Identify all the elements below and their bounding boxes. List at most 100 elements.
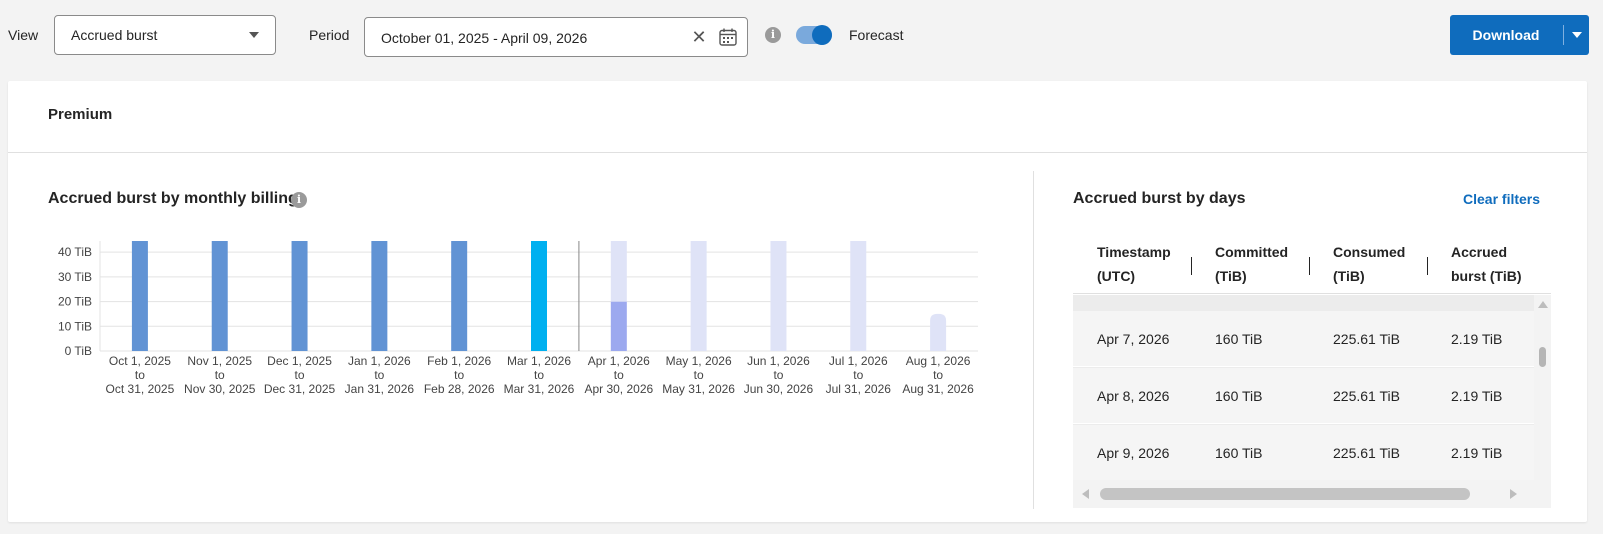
calendar-icon[interactable] — [718, 27, 738, 47]
x-tick-label: Dec 1, 2025 — [267, 354, 332, 368]
scroll-up-icon[interactable] — [1538, 301, 1548, 308]
accrued-burst-table: Timestamp (UTC) Committed (TiB) Consumed (T… — [1073, 231, 1551, 508]
bar-invoiced — [371, 241, 388, 351]
bar-forecast — [770, 241, 787, 351]
x-tick-label: Feb 28, 2026 — [424, 382, 495, 396]
x-tick-label: to — [853, 368, 863, 382]
download-button-label: Download — [1472, 27, 1540, 43]
cell-accrued-burst: 2.19 TiB — [1451, 388, 1503, 404]
cell-committed: 160 TiB — [1215, 388, 1263, 404]
x-tick-label: May 31, 2026 — [662, 382, 735, 396]
x-tick-label: to — [374, 368, 384, 382]
x-tick-label: to — [215, 368, 225, 382]
horizontal-scrollbar[interactable] — [1073, 480, 1551, 508]
chevron-down-icon — [249, 32, 259, 38]
x-tick-label: Mar 1, 2026 — [507, 354, 571, 368]
download-button[interactable]: Download — [1450, 15, 1589, 55]
x-tick-label: to — [454, 368, 464, 382]
bar-forecast — [690, 241, 707, 351]
x-tick-label: Jun 30, 2026 — [744, 382, 814, 396]
x-tick-label: Apr 1, 2026 — [588, 354, 650, 368]
x-tick-label: Dec 31, 2025 — [264, 382, 336, 396]
vertical-scrollbar[interactable] — [1534, 295, 1551, 480]
y-tick-label: 0 TiB — [65, 344, 92, 358]
period-label: Period — [309, 27, 350, 43]
bar-forecast — [930, 313, 947, 351]
forecast-label: Forecast — [849, 27, 904, 43]
toolbar: View Accrued burst Period October 01, 20… — [0, 0, 1603, 70]
info-icon[interactable]: i — [291, 192, 307, 208]
bar-invoiced — [211, 241, 228, 351]
view-dropdown-value: Accrued burst — [71, 27, 158, 43]
cell-timestamp: Apr 8, 2026 — [1097, 388, 1170, 404]
bar-invoiced — [291, 241, 308, 351]
download-split-divider — [1563, 25, 1564, 45]
bar-forecast — [850, 241, 867, 351]
bar-invoiced — [131, 241, 148, 351]
x-tick-label: Aug 1, 2026 — [906, 354, 971, 368]
table-title: Accrued burst by days — [1073, 190, 1246, 207]
scroll-left-icon[interactable] — [1082, 489, 1089, 499]
view-dropdown[interactable]: Accrued burst — [54, 15, 276, 55]
x-tick-label: to — [773, 368, 783, 382]
table-header: Timestamp (UTC) Committed (TiB) Consumed (T… — [1073, 231, 1551, 294]
table-row[interactable]: Apr 7, 2026 160 TiB 225.61 TiB 2.19 TiB — [1073, 311, 1534, 367]
bar-forecast — [610, 241, 627, 302]
toggle-knob — [812, 25, 832, 45]
premium-card: Premium Accrued burst by monthly billing… — [8, 81, 1587, 522]
chevron-down-icon[interactable] — [1572, 32, 1582, 38]
column-header-accrued-burst[interactable]: Accrued burst (TiB) — [1451, 244, 1522, 284]
x-tick-label: to — [135, 368, 145, 382]
period-date-range-input[interactable]: October 01, 2025 - April 09, 2026 ✕ — [364, 17, 748, 57]
clear-icon[interactable]: ✕ — [691, 27, 707, 47]
x-tick-label: Aug 31, 2026 — [902, 382, 974, 396]
period-value: October 01, 2025 - April 09, 2026 — [381, 30, 588, 46]
column-resize-handle[interactable] — [1309, 257, 1310, 275]
x-tick-label: May 1, 2026 — [666, 354, 732, 368]
x-tick-label: Nov 30, 2025 — [184, 382, 256, 396]
x-tick-label: Oct 31, 2025 — [106, 382, 175, 396]
column-resize-handle[interactable] — [1191, 257, 1192, 275]
y-tick-label: 10 TiB — [58, 319, 92, 333]
forecast-toggle[interactable] — [796, 25, 832, 45]
cell-consumed: 225.61 TiB — [1333, 388, 1400, 404]
bar-provisional — [610, 301, 627, 351]
x-tick-label: Apr 30, 2026 — [584, 382, 653, 396]
cell-timestamp: Apr 9, 2026 — [1097, 445, 1170, 461]
view-label: View — [8, 27, 39, 43]
bar-invoiced — [451, 241, 468, 351]
cell-timestamp: Apr 7, 2026 — [1097, 331, 1170, 347]
x-tick-label: Feb 1, 2026 — [427, 354, 491, 368]
column-header-consumed[interactable]: Consumed (TiB) — [1333, 244, 1406, 284]
cell-committed: 160 TiB — [1215, 331, 1263, 347]
chart-title: Accrued burst by monthly billing — [48, 190, 298, 207]
table-row[interactable]: Apr 8, 2026 160 TiB 225.61 TiB 2.19 TiB — [1073, 368, 1534, 424]
x-tick-label: Jan 31, 2026 — [345, 382, 415, 396]
x-tick-label: Jan 1, 2026 — [348, 354, 411, 368]
y-tick-label: 30 TiB — [58, 270, 92, 284]
x-tick-label: Mar 31, 2026 — [504, 382, 575, 396]
x-tick-label: Jul 1, 2026 — [829, 354, 888, 368]
cell-accrued-burst: 2.19 TiB — [1451, 445, 1503, 461]
cell-accrued-burst: 2.19 TiB — [1451, 331, 1503, 347]
x-tick-label: to — [933, 368, 943, 382]
scroll-right-icon[interactable] — [1510, 489, 1517, 499]
info-icon[interactable]: i — [765, 27, 781, 43]
scrollbar-thumb[interactable] — [1100, 488, 1470, 500]
clear-filters-link[interactable]: Clear filters — [1463, 191, 1541, 207]
x-tick-label: Jun 1, 2026 — [747, 354, 810, 368]
x-tick-label: Jul 31, 2026 — [826, 382, 892, 396]
x-tick-label: Nov 1, 2025 — [187, 354, 252, 368]
x-tick-label: to — [295, 368, 305, 382]
scrollbar-thumb[interactable] — [1539, 347, 1546, 367]
x-tick-label: Oct 1, 2025 — [109, 354, 171, 368]
panel-divider — [1033, 171, 1034, 509]
cell-consumed: 225.61 TiB — [1333, 331, 1400, 347]
column-header-committed[interactable]: Committed (TiB) — [1215, 244, 1289, 284]
column-resize-handle[interactable] — [1427, 257, 1428, 275]
table-row[interactable]: Apr 9, 2026 160 TiB 225.61 TiB 2.19 TiB — [1073, 425, 1534, 480]
x-tick-label: to — [534, 368, 544, 382]
column-header-timestamp[interactable]: Timestamp (UTC) — [1097, 244, 1171, 284]
y-tick-label: 20 TiB — [58, 295, 92, 309]
